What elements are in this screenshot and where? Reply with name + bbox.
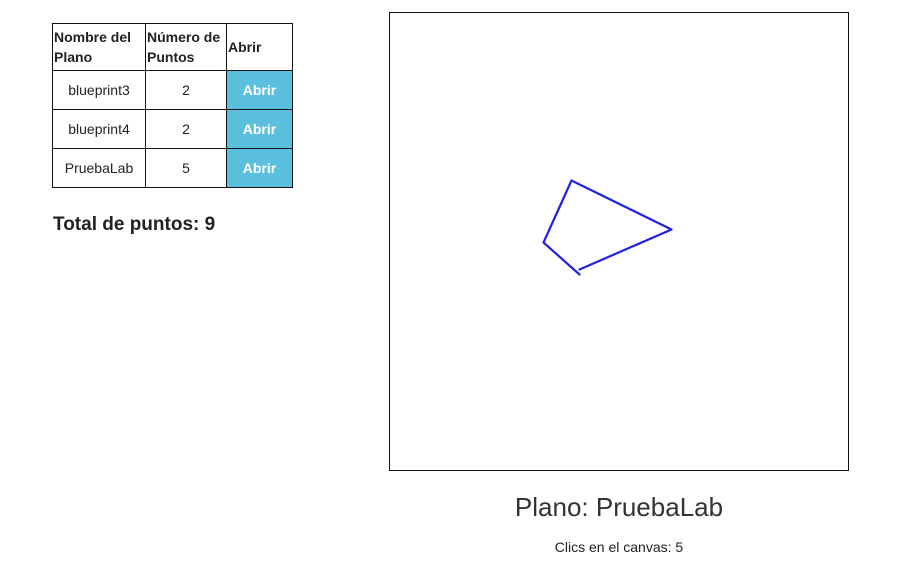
header-open: Abrir <box>226 23 293 71</box>
table-row: PruebaLab 5 Abrir <box>52 148 293 188</box>
open-blueprint3-button[interactable]: Abrir <box>227 71 292 109</box>
header-point-count: Número de Puntos <box>145 23 227 71</box>
blueprint-drawing <box>542 179 673 276</box>
table-row: blueprint4 2 Abrir <box>52 109 293 149</box>
point-count-cell: 5 <box>145 148 227 188</box>
blueprints-table: Nombre del Plano Número de Puntos Abrir … <box>52 23 293 188</box>
point-count-cell: 2 <box>145 70 227 110</box>
open-pruebalab-button[interactable]: Abrir <box>227 149 292 187</box>
open-cell: Abrir <box>226 148 293 188</box>
table-row: blueprint3 2 Abrir <box>52 70 293 110</box>
canvas-click-count: Clics en el canvas: 5 <box>554 539 684 555</box>
plan-title: Plano: PruebaLab <box>514 492 724 522</box>
table-header-row: Nombre del Plano Número de Puntos Abrir <box>52 23 293 71</box>
blueprint-name-cell: PruebaLab <box>52 148 146 188</box>
blueprint-polyline <box>542 179 673 276</box>
blueprint-name-cell: blueprint4 <box>52 109 146 149</box>
header-blueprint-name: Nombre del Plano <box>52 23 146 71</box>
point-count-cell: 2 <box>145 109 227 149</box>
total-points-label: Total de puntos: 9 <box>53 214 216 235</box>
open-cell: Abrir <box>226 70 293 110</box>
blueprint-name-cell: blueprint3 <box>52 70 146 110</box>
blueprint-canvas[interactable] <box>389 12 849 471</box>
open-cell: Abrir <box>226 109 293 149</box>
open-blueprint4-button[interactable]: Abrir <box>227 110 292 148</box>
